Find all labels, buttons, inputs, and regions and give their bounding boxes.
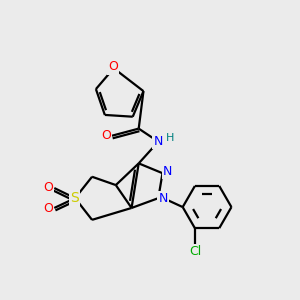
Text: Cl: Cl <box>189 245 201 259</box>
Text: N: N <box>163 165 172 178</box>
Text: O: O <box>43 181 53 194</box>
Text: O: O <box>101 129 111 142</box>
Text: N: N <box>154 135 163 148</box>
Text: H: H <box>165 133 174 143</box>
Text: O: O <box>43 202 53 215</box>
Text: O: O <box>108 60 118 73</box>
Text: N: N <box>159 192 168 205</box>
Text: S: S <box>70 191 79 205</box>
